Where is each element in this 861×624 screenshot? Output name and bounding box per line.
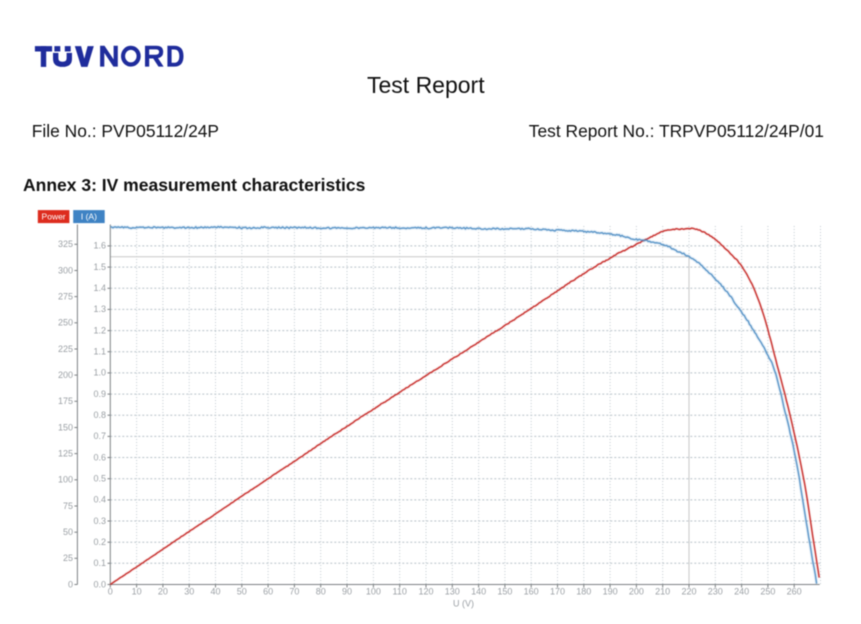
svg-text:20: 20 <box>158 587 168 597</box>
svg-text:200: 200 <box>58 370 73 380</box>
svg-text:0.7: 0.7 <box>93 431 106 441</box>
svg-text:1.3: 1.3 <box>93 304 106 314</box>
svg-text:120: 120 <box>418 587 433 597</box>
svg-text:1.0: 1.0 <box>93 368 106 378</box>
svg-text:1.4: 1.4 <box>93 283 106 293</box>
svg-text:250: 250 <box>58 318 73 328</box>
svg-text:75: 75 <box>63 501 73 511</box>
svg-text:70: 70 <box>289 587 299 597</box>
svg-text:60: 60 <box>263 587 273 597</box>
svg-text:50: 50 <box>63 527 73 537</box>
svg-text:1.5: 1.5 <box>93 262 106 272</box>
svg-text:225: 225 <box>58 344 73 354</box>
svg-text:140: 140 <box>471 587 486 597</box>
svg-text:0.3: 0.3 <box>93 516 106 526</box>
svg-text:40: 40 <box>210 587 220 597</box>
svg-text:0: 0 <box>108 587 113 597</box>
svg-text:80: 80 <box>316 587 326 597</box>
svg-text:0.9: 0.9 <box>93 389 106 399</box>
svg-text:125: 125 <box>58 448 73 458</box>
svg-text:0.2: 0.2 <box>93 537 106 547</box>
svg-text:I (A): I (A) <box>81 212 97 222</box>
svg-text:300: 300 <box>58 265 73 275</box>
svg-text:200: 200 <box>629 587 644 597</box>
svg-text:325: 325 <box>58 239 73 249</box>
svg-text:10: 10 <box>132 587 142 597</box>
svg-text:0.1: 0.1 <box>93 558 106 568</box>
svg-text:175: 175 <box>58 396 73 406</box>
svg-text:180: 180 <box>576 587 591 597</box>
svg-text:100: 100 <box>58 475 73 485</box>
svg-text:260: 260 <box>787 587 802 597</box>
svg-text:0.6: 0.6 <box>93 452 106 462</box>
svg-text:170: 170 <box>550 587 565 597</box>
svg-text:30: 30 <box>184 587 194 597</box>
svg-text:Power: Power <box>42 212 66 222</box>
svg-text:0.5: 0.5 <box>93 474 106 484</box>
svg-text:0.0: 0.0 <box>93 579 106 589</box>
svg-text:0.4: 0.4 <box>93 495 106 505</box>
svg-text:110: 110 <box>393 587 407 597</box>
svg-text:90: 90 <box>342 587 352 597</box>
svg-text:0: 0 <box>68 579 73 589</box>
svg-text:1.2: 1.2 <box>93 325 106 335</box>
svg-text:1.1: 1.1 <box>93 347 106 357</box>
svg-text:220: 220 <box>681 587 696 597</box>
svg-text:50: 50 <box>237 587 247 597</box>
svg-text:U (V): U (V) <box>453 599 474 609</box>
svg-text:160: 160 <box>524 587 539 597</box>
svg-text:150: 150 <box>58 422 73 432</box>
svg-text:190: 190 <box>603 587 618 597</box>
svg-text:210: 210 <box>655 587 670 597</box>
svg-text:250: 250 <box>760 587 775 597</box>
svg-text:240: 240 <box>734 587 749 597</box>
svg-text:1.6: 1.6 <box>93 241 106 251</box>
svg-text:150: 150 <box>497 587 512 597</box>
svg-text:25: 25 <box>63 553 73 563</box>
svg-text:100: 100 <box>366 587 381 597</box>
svg-text:130: 130 <box>445 587 460 597</box>
svg-text:230: 230 <box>708 587 723 597</box>
svg-text:275: 275 <box>58 291 73 301</box>
svg-text:0.8: 0.8 <box>93 410 106 420</box>
